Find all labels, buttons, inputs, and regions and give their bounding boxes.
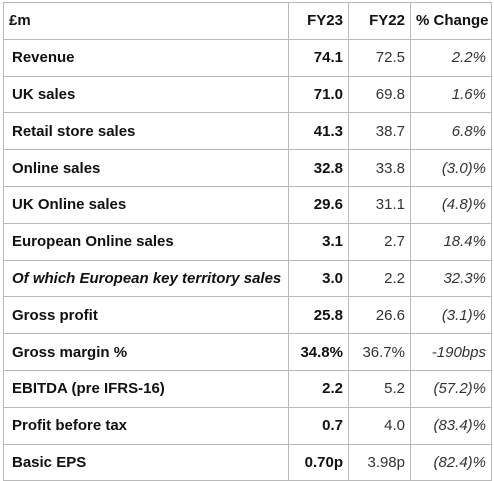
percent-change-value: 18.4% bbox=[410, 222, 492, 261]
fy22-value: 4.0 bbox=[348, 406, 411, 445]
percent-change-value: 6.8% bbox=[410, 112, 492, 151]
fy22-value: 26.6 bbox=[348, 296, 411, 335]
table-row: Basic EPS 0.70p 3.98p (82.4)% bbox=[3, 443, 492, 481]
fy23-value: 29.6 bbox=[288, 185, 349, 224]
table-row: UK Online sales 29.6 31.1 (4.8)% bbox=[3, 185, 492, 224]
row-label: UK sales bbox=[3, 75, 289, 114]
fy23-value: 25.8 bbox=[288, 296, 349, 335]
fy23-value: 71.0 bbox=[288, 75, 349, 114]
row-label: Gross margin % bbox=[3, 333, 289, 371]
row-label: Revenue bbox=[3, 38, 289, 77]
fy22-value: 36.7% bbox=[348, 333, 411, 371]
percent-change-value: 1.6% bbox=[410, 75, 492, 114]
percent-change-value: (57.2)% bbox=[410, 369, 492, 408]
fy22-value: 33.8 bbox=[348, 149, 411, 187]
percent-change-value: 2.2% bbox=[410, 38, 492, 77]
table-row: Gross margin % 34.8% 36.7% -190bps bbox=[3, 333, 492, 371]
table-row: Online sales 32.8 33.8 (3.0)% bbox=[3, 149, 492, 187]
percent-change-value: (3.1)% bbox=[410, 296, 492, 335]
table-row: Gross profit 25.8 26.6 (3.1)% bbox=[3, 296, 492, 335]
table-row: Retail store sales 41.3 38.7 6.8% bbox=[3, 112, 492, 151]
table-header-row: £m FY23 FY22 % Change bbox=[3, 2, 492, 40]
fy23-value: 34.8% bbox=[288, 333, 349, 371]
fy23-value: 74.1 bbox=[288, 38, 349, 77]
fy22-value: 2.7 bbox=[348, 222, 411, 261]
percent-change-value: (3.0)% bbox=[410, 149, 492, 187]
header-fy23: FY23 bbox=[288, 2, 349, 40]
header-currency-unit: £m bbox=[3, 2, 289, 40]
fy22-value: 31.1 bbox=[348, 185, 411, 224]
row-label: Of which European key territory sales bbox=[3, 259, 289, 298]
percent-change-value: -190bps bbox=[410, 333, 492, 371]
fy22-value: 5.2 bbox=[348, 369, 411, 408]
percent-change-value: (82.4)% bbox=[410, 443, 492, 481]
fy23-value: 0.7 bbox=[288, 406, 349, 445]
percent-change-value: (4.8)% bbox=[410, 185, 492, 224]
fy23-value: 41.3 bbox=[288, 112, 349, 151]
row-label: UK Online sales bbox=[3, 185, 289, 224]
financial-table: £m FY23 FY22 % Change Revenue 74.1 72.5 2.2… bbox=[3, 2, 492, 481]
table-body: Revenue 74.1 72.5 2.2% UK sales 71.0 69.8 1.6% R… bbox=[3, 38, 492, 481]
fy23-value: 3.1 bbox=[288, 222, 349, 261]
fy22-value: 72.5 bbox=[348, 38, 411, 77]
fy23-value: 2.2 bbox=[288, 369, 349, 408]
fy22-value: 69.8 bbox=[348, 75, 411, 114]
header-fy22: FY22 bbox=[348, 2, 411, 40]
table-row: Of which European key territory sales 3.0… bbox=[3, 259, 492, 298]
table-row: EBITDA (pre IFRS-16) 2.2 5.2 (57.2)% bbox=[3, 369, 492, 408]
row-label: European Online sales bbox=[3, 222, 289, 261]
table-row: Revenue 74.1 72.5 2.2% bbox=[3, 38, 492, 77]
fy23-value: 3.0 bbox=[288, 259, 349, 298]
row-label: EBITDA (pre IFRS-16) bbox=[3, 369, 289, 408]
fy22-value: 38.7 bbox=[348, 112, 411, 151]
percent-change-value: (83.4)% bbox=[410, 406, 492, 445]
row-label: Gross profit bbox=[3, 296, 289, 335]
header-percent-change: % Change bbox=[410, 2, 492, 40]
fy22-value: 3.98p bbox=[348, 443, 411, 481]
row-label: Retail store sales bbox=[3, 112, 289, 151]
table-row: UK sales 71.0 69.8 1.6% bbox=[3, 75, 492, 114]
row-label: Basic EPS bbox=[3, 443, 289, 481]
table-row: European Online sales 3.1 2.7 18.4% bbox=[3, 222, 492, 261]
percent-change-value: 32.3% bbox=[410, 259, 492, 298]
row-label: Profit before tax bbox=[3, 406, 289, 445]
fy22-value: 2.2 bbox=[348, 259, 411, 298]
fy23-value: 0.70p bbox=[288, 443, 349, 481]
row-label: Online sales bbox=[3, 149, 289, 187]
table-row: Profit before tax 0.7 4.0 (83.4)% bbox=[3, 406, 492, 445]
fy23-value: 32.8 bbox=[288, 149, 349, 187]
